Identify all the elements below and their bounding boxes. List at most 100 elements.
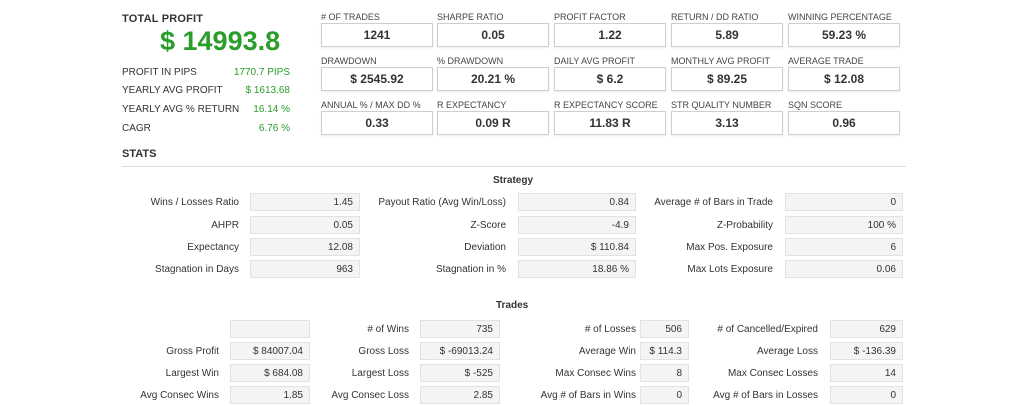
trades-label: Largest Loss: [351, 368, 409, 379]
trades-value: 506: [640, 320, 689, 338]
trades-value: 735: [420, 320, 500, 338]
metric-label: MONTHLY AVG PROFIT: [671, 56, 771, 66]
profit-row: YEARLY AVG PROFIT $ 1613.68: [122, 85, 290, 96]
metric-value: $ 2545.92: [321, 67, 433, 91]
strategy-value: 6: [785, 238, 903, 256]
metric-label: RETURN / DD RATIO: [671, 12, 759, 22]
metric-value: 1241: [321, 23, 433, 47]
trades-label: Gross Profit: [166, 346, 219, 357]
stats-title: STATS: [122, 148, 157, 160]
divider: [122, 166, 906, 167]
metric-value: 20.21 %: [437, 67, 549, 91]
metric-label: DAILY AVG PROFIT: [554, 56, 636, 66]
trades-label: Avg Consec Loss: [331, 390, 409, 401]
strategy-label: Max Lots Exposure: [687, 264, 773, 275]
trades-label: Avg Consec Wins: [140, 390, 219, 401]
metric-value: 0.96: [788, 111, 900, 135]
metric-value: 0.33: [321, 111, 433, 135]
trades-label: Largest Win: [165, 368, 219, 379]
trades-label: # of Wins: [367, 324, 409, 335]
metric-label: DRAWDOWN: [321, 56, 377, 66]
strategy-value: 0.05: [250, 216, 360, 234]
trades-value: 14: [830, 364, 903, 382]
profit-row-label: YEARLY AVG % RETURN: [122, 104, 240, 115]
strategy-value: $ 110.84: [518, 238, 636, 256]
metric-label: SQN SCORE: [788, 100, 843, 110]
strategy-value: -4.9: [518, 216, 636, 234]
trades-value: 2.85: [420, 386, 500, 404]
metric-value: 0.05: [437, 23, 549, 47]
profit-row: YEARLY AVG % RETURN 16.14 %: [122, 104, 290, 115]
metric-label: ANNUAL % / MAX DD %: [321, 100, 421, 110]
trades-label: Average Loss: [757, 346, 818, 357]
trades-value: 8: [640, 364, 689, 382]
trades-label: Gross Loss: [358, 346, 409, 357]
trades-label: Average Win: [578, 346, 636, 357]
strategy-label: AHPR: [211, 220, 239, 231]
strategy-value: 963: [250, 260, 360, 278]
strategy-label: Z-Probability: [716, 220, 773, 231]
profit-row: PROFIT IN PIPS 1770.7 PIPS: [122, 67, 290, 78]
trades-title: Trades: [496, 300, 529, 311]
strategy-value: 12.08: [250, 238, 360, 256]
metric-value: 3.13: [671, 111, 783, 135]
metric-value: $ 89.25: [671, 67, 783, 91]
trades-value: $ -136.39: [830, 342, 903, 360]
strategy-label: Expectancy: [187, 242, 239, 253]
trades-label: Avg # of Bars in Wins: [540, 390, 636, 401]
metric-value: 0.09 R: [437, 111, 549, 135]
trades-value: 0: [640, 386, 689, 404]
profit-row-value: $ 1613.68: [245, 85, 291, 96]
metric-label: R EXPECTANCY: [437, 100, 507, 110]
trades-value: $ -69013.24: [420, 342, 500, 360]
metric-label: SHARPE RATIO: [437, 12, 504, 22]
strategy-label: Z-Score: [470, 220, 506, 231]
strategy-label: Stagnation in %: [435, 264, 506, 275]
profit-row-value: 16.14 %: [253, 104, 290, 115]
trades-value: $ 114.3: [640, 342, 689, 360]
trades-label: # of Losses: [584, 324, 636, 335]
trades-label: Max Consec Wins: [555, 368, 636, 379]
strategy-title: Strategy: [493, 175, 534, 186]
trades-value: 629: [830, 320, 903, 338]
strategy-value: 100 %: [785, 216, 903, 234]
trades-label: Max Consec Losses: [727, 368, 818, 379]
strategy-value: 0.06: [785, 260, 903, 278]
metric-label: # OF TRADES: [321, 12, 380, 22]
metric-label: AVERAGE TRADE: [788, 56, 864, 66]
profit-row-label: YEARLY AVG PROFIT: [122, 85, 223, 96]
metric-label: STR QUALITY NUMBER: [671, 100, 772, 110]
strategy-label: Wins / Losses Ratio: [150, 197, 239, 208]
strategy-label: Payout Ratio (Avg Win/Loss): [378, 197, 506, 208]
trades-value: 1.85: [230, 386, 310, 404]
strategy-label: Max Pos. Exposure: [686, 242, 773, 253]
trades-value: [230, 320, 310, 338]
total-profit-value: $ 14993.8: [160, 26, 281, 56]
profit-row-value: 6.76 %: [258, 123, 290, 134]
metric-label: % DRAWDOWN: [437, 56, 504, 66]
profit-row-label: PROFIT IN PIPS: [122, 67, 197, 78]
strategy-value: 1.45: [250, 193, 360, 211]
strategy-label: Average # of Bars in Trade: [654, 197, 773, 208]
strategy-value: 0.84: [518, 193, 636, 211]
trades-label: Avg # of Bars in Losses: [713, 390, 818, 401]
metric-value: $ 12.08: [788, 67, 900, 91]
metric-value: $ 6.2: [554, 67, 666, 91]
trades-value: $ 684.08: [230, 364, 310, 382]
metric-value: 5.89: [671, 23, 783, 47]
metric-value: 1.22: [554, 23, 666, 47]
profit-row-value: 1770.7 PIPS: [233, 67, 290, 78]
strategy-label: Stagnation in Days: [155, 264, 239, 275]
metric-value: 11.83 R: [554, 111, 666, 135]
metric-value: 59.23 %: [788, 23, 900, 47]
trades-value: $ 84007.04: [230, 342, 310, 360]
metric-label: R EXPECTANCY SCORE: [554, 100, 658, 110]
total-profit-label: TOTAL PROFIT: [122, 13, 204, 25]
strategy-value: 0: [785, 193, 903, 211]
metric-label: WINNING PERCENTAGE: [788, 12, 892, 22]
trades-value: 0: [830, 386, 903, 404]
metric-label: PROFIT FACTOR: [554, 12, 626, 22]
strategy-value: 18.86 %: [518, 260, 636, 278]
profit-row-label: CAGR: [122, 123, 151, 134]
trades-label: # of Cancelled/Expired: [717, 324, 818, 335]
